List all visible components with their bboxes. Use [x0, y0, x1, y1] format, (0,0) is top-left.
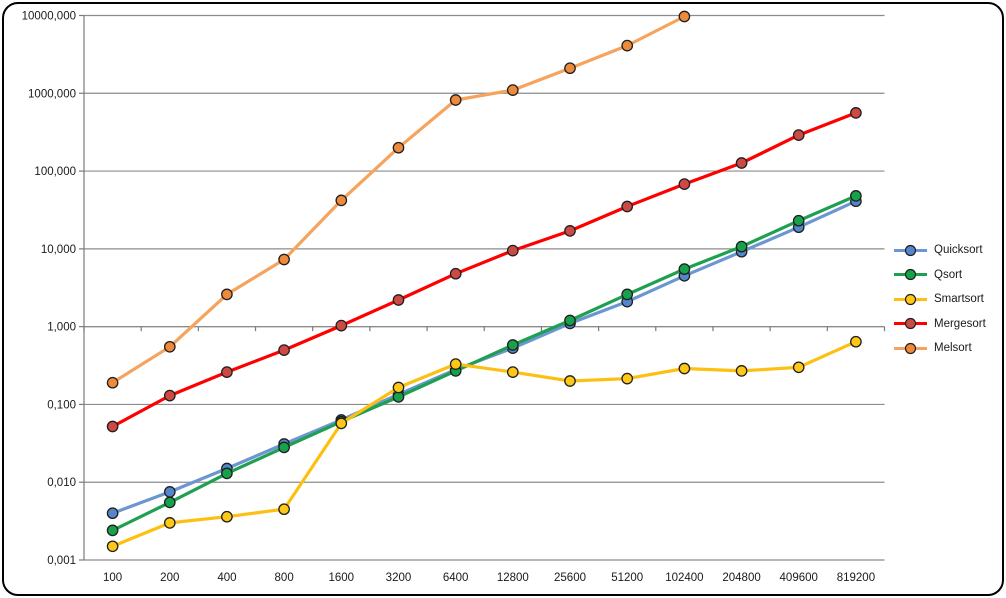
data-point-smartsort [564, 375, 576, 387]
data-point-qsort [564, 314, 576, 327]
data-point-melsort [335, 194, 348, 207]
y-axis-tick-label: 0,100 [47, 399, 76, 411]
legend-item-qsort: Qsort [893, 263, 986, 288]
x-axis-tick-label: 12800 [497, 572, 529, 584]
legend-label: Melsort [934, 342, 972, 355]
series-line-mergesort [110, 111, 858, 429]
data-point-smartsort [506, 366, 519, 378]
legend-line-marker-icon [894, 293, 927, 305]
data-point-smartsort [392, 381, 405, 394]
legend-label: Mergesort [934, 317, 986, 330]
data-point-melsort [449, 94, 462, 106]
y-axis-tick-label: 1000,000 [28, 88, 76, 100]
data-point-smartsort [850, 335, 862, 348]
data-point-qsort [792, 214, 805, 227]
legend-item-smartsort: Smartsort [893, 287, 986, 312]
legend-line-marker-icon [894, 269, 927, 281]
legend-label: Qsort [934, 268, 963, 281]
data-point-smartsort [678, 362, 691, 375]
data-point-melsort [506, 84, 519, 96]
chart-legend: Quicksort Qsort Smartsort Mergesort [893, 238, 986, 361]
y-axis-tick-label: 10,000 [41, 244, 76, 256]
data-point-qsort [735, 240, 748, 253]
x-axis-tick-label: 204800 [722, 572, 760, 584]
data-series [106, 10, 862, 553]
data-point-qsort [221, 467, 233, 480]
data-point-smartsort [792, 361, 805, 374]
x-axis-tick-label: 3200 [386, 572, 412, 584]
data-point-mergesort [621, 200, 634, 213]
x-axis-tick-label: 102400 [665, 572, 703, 584]
x-axis-tick-label: 819200 [837, 572, 875, 584]
x-axis-tick-label: 200 [160, 572, 179, 584]
data-point-mergesort [506, 244, 519, 257]
data-point-melsort [163, 340, 176, 353]
data-point-smartsort [278, 503, 290, 516]
data-point-mergesort [163, 389, 176, 402]
data-point-melsort [564, 62, 576, 75]
data-point-mergesort [449, 267, 462, 280]
series-line-smartsort [110, 340, 858, 548]
data-point-mergesort [735, 157, 748, 169]
data-point-mergesort [221, 366, 233, 378]
data-point-qsort [506, 339, 519, 351]
data-point-smartsort [221, 510, 233, 523]
data-point-mergesort [335, 319, 348, 332]
data-point-melsort [221, 288, 233, 301]
series-line-qsort [110, 194, 858, 533]
y-axis-tick-label: 0,010 [47, 477, 76, 489]
x-axis-tick-label: 400 [217, 572, 236, 584]
legend-item-quicksort: Quicksort [893, 238, 986, 263]
data-point-smartsort [621, 372, 634, 385]
data-point-mergesort [678, 178, 691, 190]
data-point-quicksort [163, 486, 176, 498]
legend-line-marker-icon [894, 244, 927, 256]
x-axis-tick-label: 1600 [329, 572, 355, 584]
data-point-melsort [106, 376, 119, 389]
legend-item-melsort: Melsort [893, 336, 986, 361]
data-point-mergesort [850, 107, 862, 119]
data-point-melsort [678, 10, 691, 23]
data-point-qsort [106, 524, 119, 537]
y-axis-tick-label: 1,000 [47, 322, 76, 334]
data-point-qsort [850, 190, 862, 202]
data-point-smartsort [335, 417, 348, 430]
data-point-melsort [392, 141, 405, 154]
data-point-mergesort [278, 344, 290, 356]
x-axis-tick-label: 6400 [443, 572, 469, 584]
y-axis-tick-label: 0,001 [47, 555, 76, 567]
x-axis-tick-label: 51200 [611, 572, 643, 584]
data-point-smartsort [163, 517, 176, 529]
legend-label: Smartsort [934, 293, 984, 306]
data-point-mergesort [564, 225, 576, 237]
y-axis-tick-labels: 10000,000 1000,000 100,000 10,000 1,000 0,100… [22, 11, 76, 568]
x-axis-tick-labels: 100 200 400 800 1600 3200 6400 12800 25600 51200 1… [103, 572, 875, 584]
data-point-melsort [278, 253, 290, 266]
data-point-qsort [163, 496, 176, 509]
data-point-qsort [278, 441, 290, 454]
data-point-melsort [621, 39, 634, 52]
data-point-smartsort [106, 540, 119, 553]
data-point-quicksort [106, 507, 119, 520]
data-point-mergesort [792, 129, 805, 141]
y-axis-tick-label: 10000,000 [22, 11, 76, 23]
data-point-qsort [678, 263, 691, 275]
data-point-mergesort [392, 294, 405, 306]
data-point-smartsort [735, 365, 748, 377]
x-axis-tick-label: 100 [103, 572, 122, 584]
legend-line-marker-icon [894, 318, 927, 330]
legend-line-marker-icon [894, 342, 927, 354]
data-point-smartsort [449, 358, 462, 370]
data-point-qsort [621, 288, 634, 301]
x-axis-tick-label: 409600 [780, 572, 818, 584]
x-axis-tick-label: 25600 [554, 572, 586, 584]
data-point-mergesort [106, 420, 119, 433]
legend-label: Quicksort [934, 244, 983, 257]
y-axis-tick-label: 100,000 [34, 166, 76, 178]
axes [79, 14, 886, 561]
x-axis-tick-label: 800 [275, 572, 294, 584]
legend-item-mergesort: Mergesort [893, 312, 986, 337]
